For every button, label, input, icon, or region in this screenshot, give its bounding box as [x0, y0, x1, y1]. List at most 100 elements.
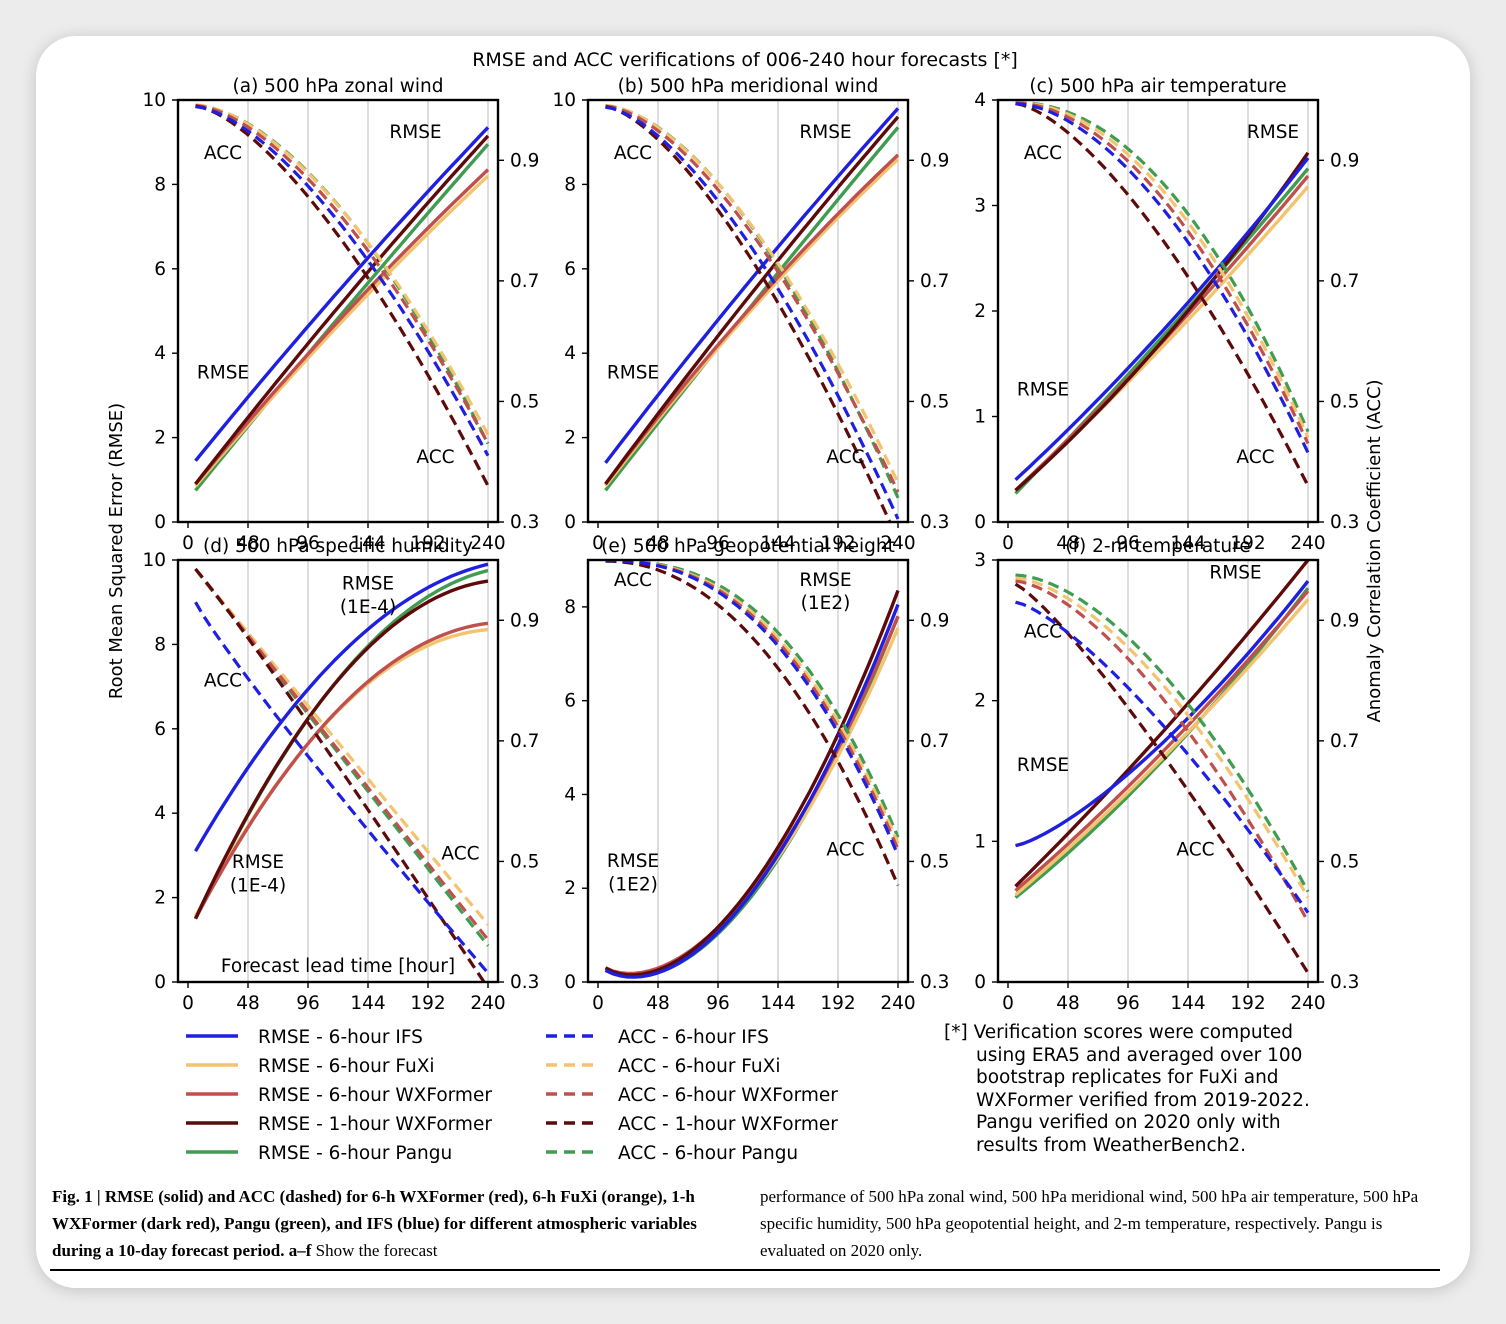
x-tick-label: 144 [350, 533, 385, 554]
legend-item: RMSE - 6-hour FuXi [186, 1056, 435, 1077]
annotation: ACC [204, 143, 242, 164]
y-tick-label: 6 [564, 691, 576, 712]
legend-label: ACC - 6-hour WXFormer [618, 1085, 838, 1106]
x-tick-label: 192 [1230, 993, 1265, 1014]
annotation: RMSE [607, 363, 659, 384]
annotation: RMSE [232, 852, 284, 873]
rmse-line [604, 603, 900, 979]
caption-left: Fig. 1 | RMSE (solid) and ACC (dashed) f… [52, 1183, 742, 1264]
rmse-line [194, 126, 490, 462]
legend-label: ACC - 6-hour Pangu [618, 1143, 798, 1164]
y-tick-label: 0 [564, 972, 576, 993]
y2-tick-label: 0.9 [510, 150, 539, 171]
rmse-line [604, 153, 900, 486]
note-line: WXFormer verified from 2019-2022. [976, 1089, 1310, 1111]
rmse-line [1014, 560, 1310, 888]
y-tick-label: 10 [552, 90, 576, 111]
acc-line [195, 105, 490, 457]
y2-tick-label: 0.3 [920, 512, 949, 533]
annotation: ACC [826, 447, 864, 468]
note-line: results from WeatherBench2. [976, 1134, 1247, 1156]
x-tick-label: 48 [236, 533, 260, 554]
y-tick-label: 4 [154, 803, 166, 824]
acc-line [195, 104, 490, 487]
figure-svg: RMSE and ACC verifications of 006-240 ho… [106, 49, 1385, 1164]
annotation: ACC [1024, 621, 1062, 642]
y-tick-label: 3 [974, 196, 986, 217]
x-tick-label: 48 [646, 993, 670, 1014]
legend-item: ACC - 1-hour WXFormer [546, 1114, 838, 1135]
rmse-line [604, 615, 900, 979]
legend-label: ACC - 6-hour FuXi [618, 1056, 780, 1077]
acc-line [605, 560, 900, 887]
y2-tick-label: 0.5 [920, 851, 949, 872]
y2-tick-label: 0.5 [1330, 391, 1359, 412]
x-tick-label: 240 [470, 533, 505, 554]
acc-line [1015, 573, 1310, 893]
plot-frame [586, 558, 910, 984]
y-tick-label: 2 [564, 878, 576, 899]
y-tick-label: 2 [154, 888, 166, 909]
annotation: ACC [1024, 143, 1062, 164]
y2-tick-label: 0.3 [1330, 512, 1359, 533]
x-tick-label: 96 [1116, 533, 1140, 554]
y-tick-label: 0 [154, 512, 166, 533]
caption-bold: Fig. 1 | RMSE (solid) and ACC (dashed) f… [52, 1187, 697, 1260]
x-tick-label: 240 [1290, 993, 1325, 1014]
y-tick-label: 10 [142, 90, 166, 111]
acc-line [605, 105, 892, 522]
x-tick-label: 192 [1230, 533, 1265, 554]
x-tick-label: 96 [706, 993, 730, 1014]
rmse-line [1015, 580, 1310, 848]
y2-tick-label: 0.7 [1330, 271, 1359, 292]
plot-frame [996, 558, 1320, 984]
y-tick-label: 1 [974, 407, 986, 428]
rmse-line [1014, 156, 1310, 482]
legend-label: RMSE - 6-hour Pangu [258, 1143, 452, 1164]
x-tick-label: 144 [1170, 533, 1205, 554]
acc-line [605, 103, 900, 484]
x-tick-label: 48 [1056, 533, 1080, 554]
acc-line [605, 105, 900, 520]
left-axis-label: Root Mean Squared Error (RMSE) [106, 403, 127, 699]
legend-item: ACC - 6-hour WXFormer [546, 1085, 838, 1106]
rmse-line [194, 168, 490, 486]
y-tick-label: 2 [974, 691, 986, 712]
caption-right: performance of 500 hPa zonal wind, 500 h… [760, 1187, 1419, 1260]
x-tick-label: 240 [880, 993, 915, 1014]
rmse-line [604, 627, 900, 976]
y2-tick-label: 0.3 [1330, 972, 1359, 993]
annotation: RMSE [1017, 755, 1069, 776]
rmse-line [1014, 598, 1310, 897]
y2-tick-label: 0.7 [920, 731, 949, 752]
figure-suptitle: RMSE and ACC verifications of 006-240 ho… [472, 49, 1018, 71]
annotation: RMSE [1209, 562, 1261, 583]
legend-label: RMSE - 6-hour FuXi [258, 1056, 435, 1077]
note-line: Pangu verified on 2020 only with [976, 1112, 1281, 1133]
panel-title: (d) 500 hPa specific humidity [203, 536, 473, 557]
caption-normal: Show the forecast [311, 1241, 438, 1260]
y2-tick-label: 0.3 [920, 972, 949, 993]
rmse-line [604, 107, 900, 464]
y-tick-label: 2 [154, 428, 166, 449]
annotation: (1E-4) [230, 875, 286, 896]
y2-tick-label: 0.9 [920, 610, 949, 631]
x-tick-label: 0 [1002, 533, 1014, 554]
x-tick-label: 96 [296, 533, 320, 554]
panel-title: (f) 2-m temperature [1065, 536, 1250, 557]
annotation: ACC [1236, 447, 1274, 468]
note-line: bootstrap replicates for FuXi and [976, 1067, 1279, 1088]
y2-tick-label: 0.5 [510, 851, 539, 872]
x-tick-label: 0 [182, 533, 194, 554]
annotation: RMSE [1017, 379, 1069, 400]
y2-tick-label: 0.9 [1330, 610, 1359, 631]
x-tick-label: 192 [820, 993, 855, 1014]
y2-tick-label: 0.5 [510, 391, 539, 412]
y-tick-label: 2 [564, 428, 576, 449]
x-tick-label: 96 [1116, 993, 1140, 1014]
plot-frame [176, 558, 500, 984]
annotation: ACC [614, 143, 652, 164]
acc-line [194, 601, 490, 975]
